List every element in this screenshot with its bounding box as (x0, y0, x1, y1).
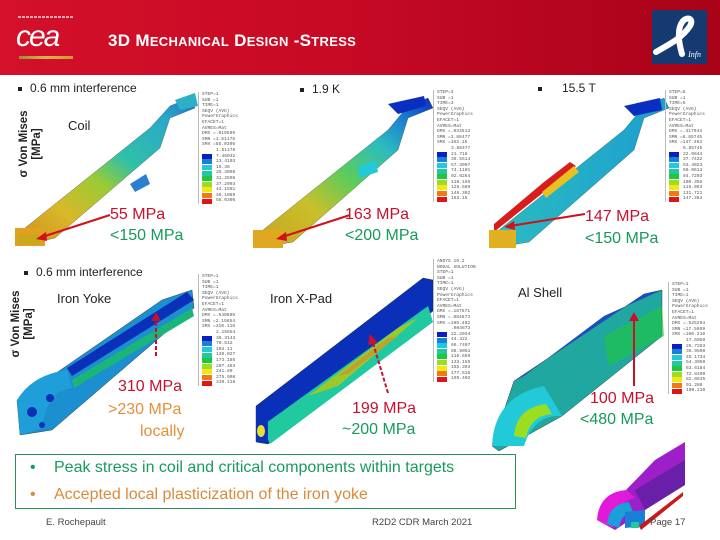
component-label-coil: Coil (68, 118, 91, 133)
condition-interference-bottom: 0.6 mm interference (24, 265, 143, 279)
legend-coil-powering: STEP=5 SUB =1 TIME=5 SEQV (AVG) PowerGraphic… (665, 90, 705, 202)
infn-logo: Infn (652, 10, 707, 64)
limit-coil-interference: <150 MPa (110, 227, 184, 244)
peak-stress-iron-xpad: 199 MPa (352, 400, 417, 417)
page-title: 3D MECHANICAL DESIGN -STRESS (108, 31, 357, 50)
condition-interference: 0.6 mm interference (18, 81, 137, 95)
summary-item-plasticization: • Accepted local plasticization of the ir… (30, 486, 368, 503)
fea-iron-yoke-plot (16, 289, 195, 436)
peak-arrow-coil-cooldown (276, 214, 351, 241)
legend-coil-interference: STEP=1 SUB =1 TIME=1 SEQV (AVG) PowerGraphic… (198, 92, 238, 204)
fea-coil-interference-plot (14, 93, 198, 247)
legend-iron-yoke: STEP=1 SUB =1 TIME=1 SEQV (AVG) PowerGraphic… (198, 274, 238, 386)
limit-al-shell: <480 MPa (580, 411, 654, 428)
limit-iron-yoke: >230 MPa (108, 401, 182, 418)
peak-stress-coil-cooldown: 163 MPa (345, 206, 410, 223)
peak-arrow-iron-xpad (368, 334, 389, 394)
summary-box: • Peak stress in coil and critical compon… (15, 454, 516, 509)
infn-swoosh-icon (653, 15, 695, 57)
header-banner: cea 3D MECHANICAL DESIGN -STRESS Infn (0, 0, 720, 75)
limit-coil-cooldown: <200 MPa (345, 227, 419, 244)
peak-stress-iron-yoke: 310 MPa (118, 378, 183, 395)
condition-field: 15.5 T (538, 81, 596, 95)
limit-coil-powering: <150 MPa (585, 230, 659, 247)
cea-tagline (18, 16, 74, 18)
fea-coil-powering-plot (488, 97, 670, 249)
component-label-iron-yoke: Iron Yoke (57, 291, 112, 306)
footer-page-number: Page 17 (650, 517, 686, 528)
peak-arrow-iron-yoke (151, 312, 161, 356)
footer-author: E. Rochepault (46, 517, 106, 528)
legend-coil-cooldown: STEP=3 SUB =1 TIME=3 SEQV (AVG) PowerGraphic… (433, 90, 473, 202)
legend-al-shell: STEP=1 SUB =1 TIME=1 SEQV (AVG) PowerGraphic… (668, 282, 708, 394)
magnet-assembly-thumbnail (597, 442, 685, 530)
cea-logo: cea (16, 20, 60, 53)
limit-iron-xpad: ~200 MPa (342, 421, 416, 438)
condition-temperature: 1.9 K (300, 82, 340, 96)
component-label-al-shell: Al Shell (518, 285, 563, 300)
infn-signature: Infn (688, 50, 701, 59)
summary-item-peak-stress: • Peak stress in coil and critical compon… (30, 459, 455, 476)
footer-event: R2D2 CDR March 2021 (372, 517, 473, 528)
peak-arrow-al-shell (629, 312, 639, 386)
cea-logo-bar (19, 56, 73, 59)
limit-note-iron-yoke: locally (140, 423, 185, 440)
peak-arrow-coil-powering (504, 213, 586, 230)
fea-iron-xpad-plot (255, 277, 434, 445)
fea-coil-cooldown-plot (252, 96, 434, 249)
peak-stress-al-shell: 100 MPa (590, 390, 655, 407)
peak-stress-coil-powering: 147 MPa (585, 208, 650, 225)
peak-arrow-coil-interference (36, 214, 111, 241)
legend-iron-xpad: ANSYS 19.2 NODAL SOLUTION STEP=1 SUB =1 TIME… (433, 259, 476, 383)
peak-stress-coil-interference: 55 MPa (110, 206, 166, 223)
component-label-iron-xpad: Iron X-Pad (270, 291, 333, 306)
